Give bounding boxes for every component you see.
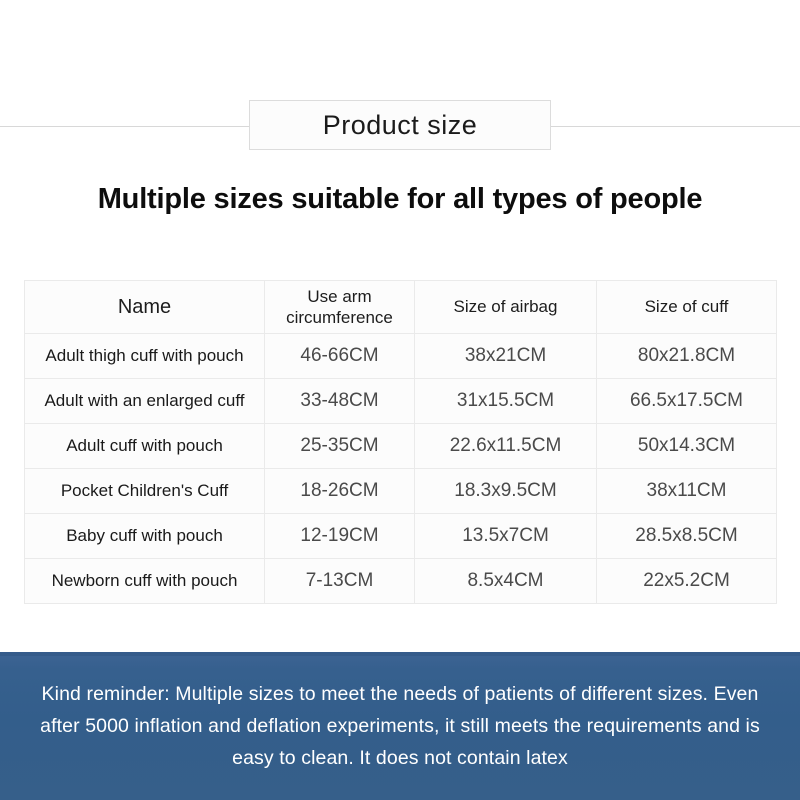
cell-airbag-size: 18.3x9.5CM: [414, 468, 597, 514]
cell-name: Newborn cuff with pouch: [24, 558, 265, 604]
cell-airbag-size: 22.6x11.5CM: [414, 423, 597, 469]
cell-name: Adult cuff with pouch: [24, 423, 265, 469]
banner-title-box: Product size: [249, 100, 551, 150]
cell-arm-circumference: 7-13CM: [264, 558, 415, 604]
cell-airbag-size: 13.5x7CM: [414, 513, 597, 559]
product-size-table: Name Use arm circumference Size of airba…: [24, 280, 777, 604]
reminder-footer: Kind reminder: Multiple sizes to meet th…: [0, 652, 800, 800]
reminder-text: Kind reminder: Multiple sizes to meet th…: [40, 683, 760, 769]
column-header-arm-line2: circumference: [286, 308, 393, 327]
cell-arm-circumference: 18-26CM: [264, 468, 415, 514]
cell-cuff-size: 38x11CM: [596, 468, 777, 514]
column-header-arm-circumference: Use arm circumference: [264, 280, 415, 334]
table-row: Adult cuff with pouch 25-35CM 22.6x11.5C…: [24, 423, 777, 469]
cell-cuff-size: 80x21.8CM: [596, 333, 777, 379]
column-header-name: Name: [24, 280, 265, 334]
table-header: Name Use arm circumference Size of airba…: [24, 280, 777, 334]
table-row: Newborn cuff with pouch 7-13CM 8.5x4CM 2…: [24, 558, 777, 604]
cell-airbag-size: 31x15.5CM: [414, 378, 597, 424]
cell-arm-circumference: 25-35CM: [264, 423, 415, 469]
page-subtitle: Multiple sizes suitable for all types of…: [97, 183, 703, 215]
cell-name: Pocket Children's Cuff: [24, 468, 265, 514]
cell-arm-circumference: 33-48CM: [264, 378, 415, 424]
cell-name: Adult with an enlarged cuff: [24, 378, 265, 424]
table-body: Adult thigh cuff with pouch 46-66CM 38x2…: [24, 333, 777, 604]
table-header-row: Name Use arm circumference Size of airba…: [24, 280, 777, 334]
table-row: Pocket Children's Cuff 18-26CM 18.3x9.5C…: [24, 468, 777, 514]
cell-name: Adult thigh cuff with pouch: [24, 333, 265, 379]
column-header-airbag-size: Size of airbag: [414, 280, 597, 334]
cell-cuff-size: 66.5x17.5CM: [596, 378, 777, 424]
cell-airbag-size: 8.5x4CM: [414, 558, 597, 604]
table-row: Adult with an enlarged cuff 33-48CM 31x1…: [24, 378, 777, 424]
table-row: Adult thigh cuff with pouch 46-66CM 38x2…: [24, 333, 777, 379]
cell-arm-circumference: 46-66CM: [264, 333, 415, 379]
cell-cuff-size: 22x5.2CM: [596, 558, 777, 604]
section-banner: Product size: [0, 100, 800, 152]
table-row: Baby cuff with pouch 12-19CM 13.5x7CM 28…: [24, 513, 777, 559]
cell-cuff-size: 28.5x8.5CM: [596, 513, 777, 559]
cell-name: Baby cuff with pouch: [24, 513, 265, 559]
column-header-cuff-size: Size of cuff: [596, 280, 777, 334]
cell-airbag-size: 38x21CM: [414, 333, 597, 379]
column-header-arm-line1: Use arm: [307, 286, 372, 306]
cell-cuff-size: 50x14.3CM: [596, 423, 777, 469]
page-title: Product size: [322, 109, 478, 140]
cell-arm-circumference: 12-19CM: [264, 513, 415, 559]
